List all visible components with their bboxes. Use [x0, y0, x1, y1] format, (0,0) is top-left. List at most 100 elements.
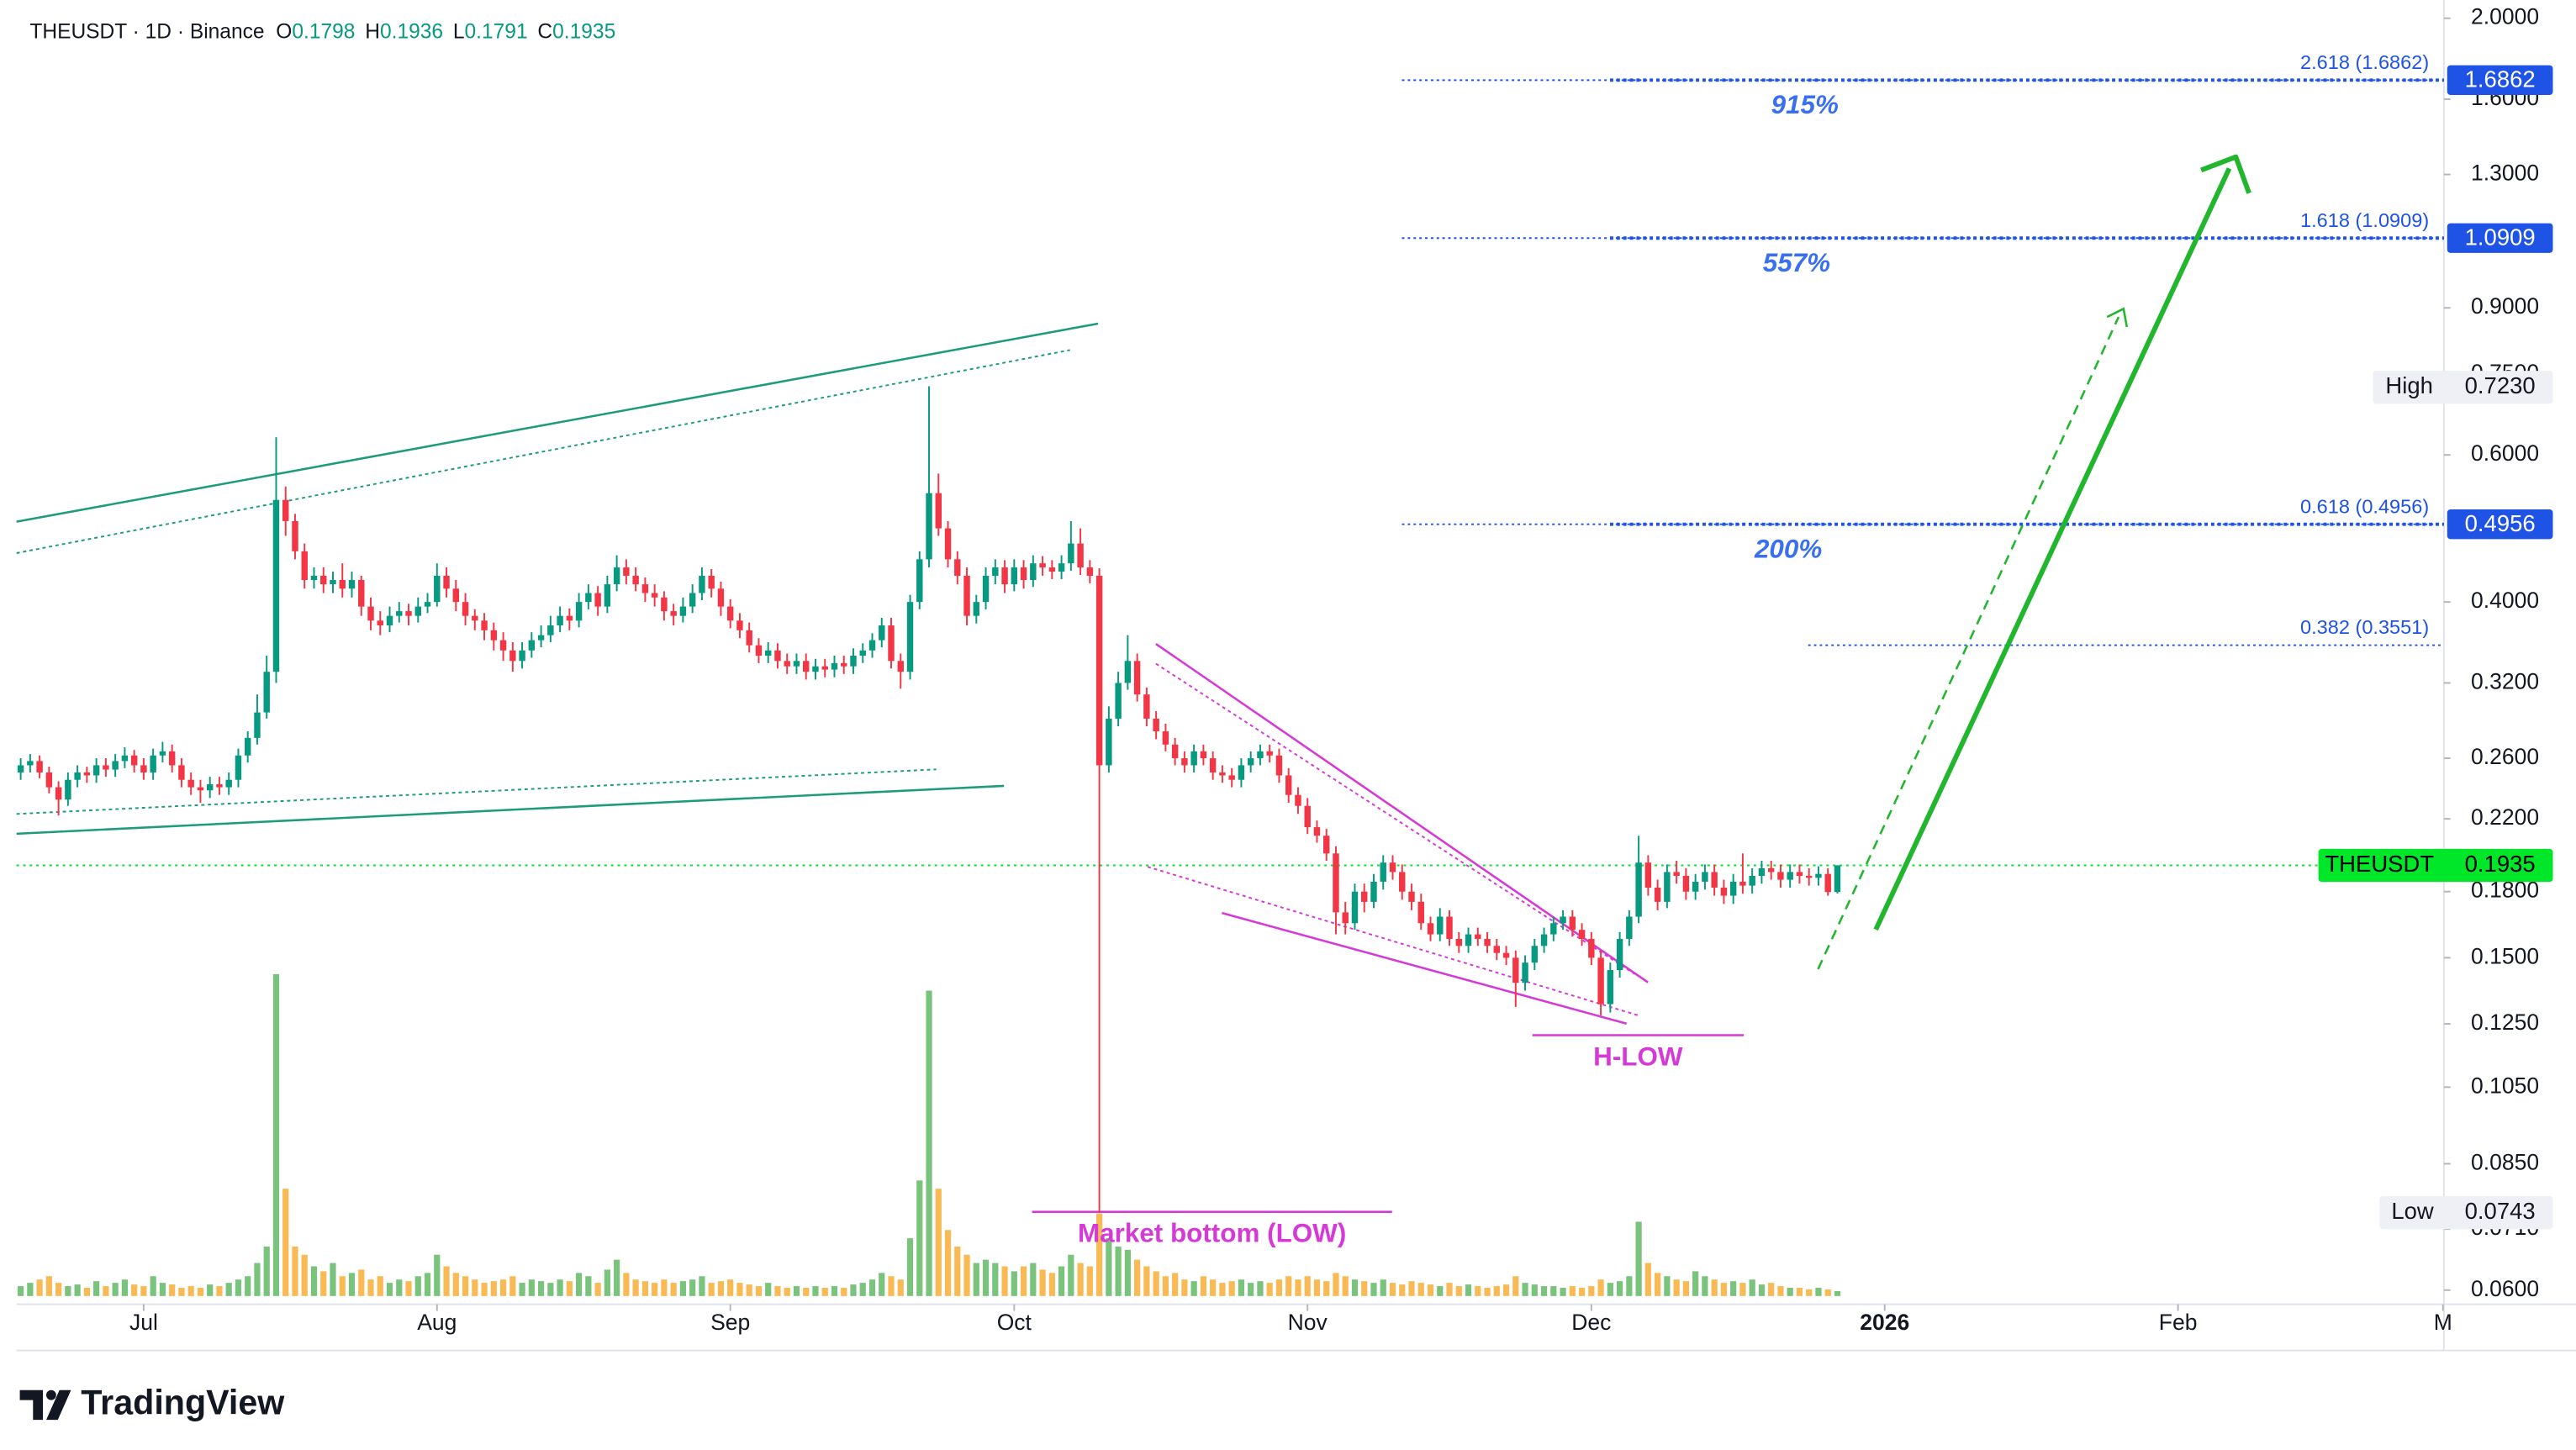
volume-bar	[434, 1254, 441, 1296]
candle-body	[906, 602, 914, 672]
y-tick-label: 1.3000	[2471, 161, 2539, 186]
candle-body	[1654, 887, 1661, 902]
candle-body	[717, 588, 725, 607]
volume-bar	[1190, 1281, 1197, 1296]
candle-body	[1796, 872, 1803, 876]
candle-body	[708, 575, 715, 589]
candle-body	[1247, 758, 1254, 766]
volume-bar	[1257, 1281, 1264, 1296]
candle-body	[206, 784, 214, 791]
volume-bar	[1607, 1283, 1613, 1296]
volume-bar	[1361, 1281, 1368, 1296]
candle-body	[414, 606, 421, 616]
candle-body	[1540, 934, 1548, 946]
volume-bar	[1730, 1281, 1737, 1296]
volume-bar	[112, 1283, 119, 1296]
candle-body	[348, 580, 356, 589]
volume-bar	[679, 1281, 687, 1296]
volume-bar	[973, 1263, 979, 1296]
candle-body	[1560, 916, 1566, 924]
candles-layer	[17, 386, 1841, 1213]
price-badge	[2447, 65, 2553, 96]
candle-body	[519, 650, 525, 662]
volume-bar	[1787, 1288, 1793, 1296]
volume-bar	[1655, 1273, 1661, 1296]
candle-body	[1616, 938, 1623, 971]
logo-part	[19, 1389, 44, 1421]
candle-body	[916, 559, 923, 603]
volume-bar	[1039, 1269, 1046, 1296]
candle-body	[386, 615, 393, 626]
candle-body	[1711, 872, 1718, 888]
candle-body	[992, 567, 999, 576]
volume-bar	[1162, 1276, 1169, 1296]
candle-body	[1143, 694, 1150, 719]
volume-bar	[1758, 1284, 1766, 1296]
candle-body	[585, 593, 592, 603]
candle-body	[1115, 683, 1122, 719]
volume-bar	[103, 1286, 109, 1296]
price-badge	[2447, 509, 2553, 540]
ohlc-value: 0.1791	[465, 21, 528, 44]
volume-bar	[74, 1284, 81, 1296]
volume-bar	[1048, 1273, 1055, 1296]
price-badge-label: 1.6862	[2465, 66, 2536, 92]
candle-body	[1512, 957, 1519, 983]
candle-body	[1153, 718, 1159, 732]
gain-label: 200%	[1754, 534, 1822, 563]
volume-bar	[1342, 1276, 1349, 1296]
volume-bar	[1086, 1266, 1093, 1296]
candle-body	[452, 588, 460, 603]
volume-bar	[1275, 1279, 1283, 1296]
candle-body	[613, 567, 620, 585]
candle-body	[963, 575, 970, 616]
candle-body	[954, 559, 961, 576]
volume-bar	[1351, 1279, 1359, 1296]
volume-bar	[954, 1246, 961, 1296]
candle-body	[1550, 923, 1557, 935]
volume-bar	[254, 1263, 261, 1296]
volume-bar	[131, 1284, 138, 1296]
candle-body	[65, 779, 71, 800]
volume-bar	[566, 1281, 573, 1296]
candle-body	[17, 765, 24, 772]
volume-bar	[1644, 1263, 1651, 1296]
volume-bar	[652, 1283, 658, 1296]
volume-bar	[888, 1276, 895, 1296]
candle-body	[1361, 891, 1368, 902]
candle-body	[272, 499, 280, 672]
volume-bar	[1475, 1286, 1481, 1296]
candle-body	[481, 620, 488, 630]
candle-body	[1068, 543, 1074, 564]
volume-bar	[1304, 1276, 1311, 1296]
candle-body	[1569, 916, 1576, 931]
candle-body	[784, 661, 790, 667]
candle-body	[1228, 775, 1235, 780]
candle-body	[935, 493, 942, 529]
candle-body	[282, 499, 289, 521]
volume-bar	[916, 1180, 923, 1296]
candle-body	[339, 580, 346, 589]
volume-bar	[272, 973, 280, 1296]
trend-line	[16, 322, 1099, 523]
volume-bar	[736, 1283, 743, 1296]
volume-bar	[1626, 1276, 1633, 1296]
volume-bar	[1768, 1283, 1775, 1296]
volume-bar	[1313, 1279, 1321, 1296]
candle-body	[83, 772, 91, 776]
y-tick-label: 2.0000	[2471, 4, 2539, 29]
x-tick-label: Jul	[129, 1310, 158, 1335]
volume-bar	[765, 1283, 772, 1296]
volume-bar	[1711, 1279, 1718, 1296]
volume-bar	[1219, 1283, 1226, 1296]
volume-bar	[178, 1288, 185, 1296]
candle-body	[774, 650, 781, 662]
volume-bar	[159, 1283, 166, 1296]
volume-bar	[1749, 1279, 1755, 1296]
candle-body	[45, 772, 53, 788]
y-tick-label: 0.4000	[2471, 588, 2539, 613]
candle-body	[944, 528, 952, 560]
projection-arrows	[1817, 154, 2251, 970]
x-tick-label: 2026	[1860, 1310, 1909, 1335]
